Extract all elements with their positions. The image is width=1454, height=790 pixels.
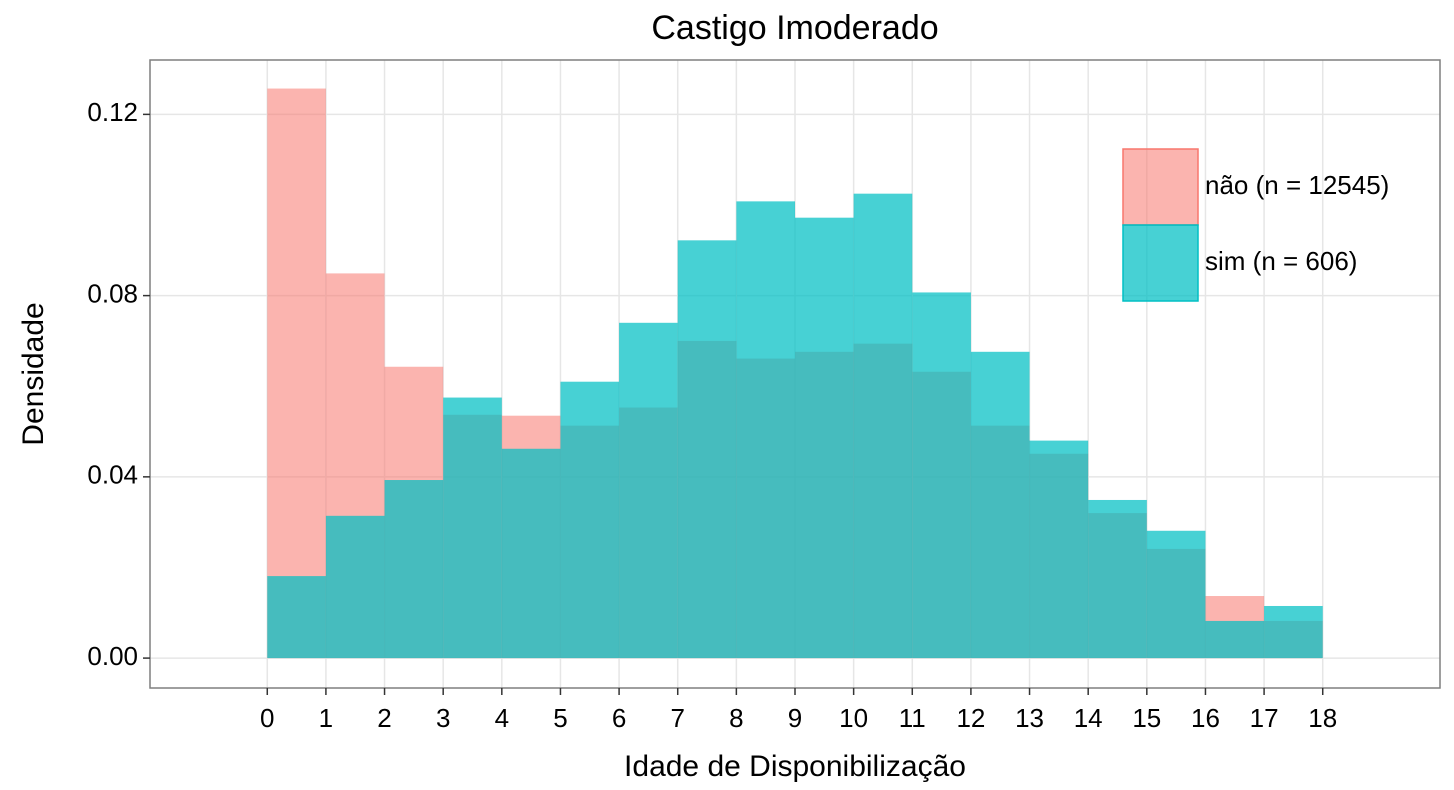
legend-key (1122, 148, 1199, 226)
x-tick-label: 3 (436, 703, 450, 733)
bar (619, 322, 678, 659)
bar (912, 292, 971, 659)
x-tick-label: 13 (1015, 703, 1044, 733)
bar (325, 515, 385, 659)
bar (1088, 499, 1147, 659)
legend-label: não (n = 12545) (1205, 170, 1389, 200)
x-tick-label: 12 (956, 703, 985, 733)
y-tick-label: 0.08 (87, 278, 138, 308)
x-tick-label: 7 (670, 703, 684, 733)
y-tick-label: 0.12 (87, 97, 138, 127)
bar (1205, 620, 1265, 659)
x-tick-label: 1 (319, 703, 333, 733)
bar (560, 381, 620, 659)
x-tick-label: 0 (260, 703, 274, 733)
x-tick-label: 5 (553, 703, 567, 733)
bar (736, 201, 795, 659)
bar (267, 88, 326, 659)
x-tick-label: 16 (1191, 703, 1220, 733)
y-axis-label: Densidade (17, 302, 50, 445)
x-tick-label: 2 (377, 703, 391, 733)
bar (1264, 605, 1323, 659)
x-tick-label: 9 (788, 703, 802, 733)
x-axis-label: Idade de Disponibilização (624, 750, 966, 783)
x-tick-label: 10 (839, 703, 868, 733)
chart-title: Castigo Imoderado (651, 9, 938, 47)
bar (853, 193, 913, 659)
bar (267, 576, 326, 659)
x-tick-label: 15 (1132, 703, 1161, 733)
bar (677, 240, 737, 659)
bar (443, 397, 502, 659)
x-tick-label: 17 (1250, 703, 1279, 733)
x-tick-label: 11 (899, 703, 926, 733)
legend-label: sim (n = 606) (1205, 246, 1357, 276)
y-tick-label: 0.04 (87, 460, 138, 490)
bar (384, 480, 444, 659)
x-tick-label: 4 (495, 703, 509, 733)
bar (1146, 530, 1206, 659)
bar (501, 448, 561, 659)
x-tick-label: 14 (1074, 703, 1103, 733)
x-tick-label: 8 (729, 703, 743, 733)
bar (970, 351, 1030, 659)
y-tick-label: 0.00 (87, 641, 138, 671)
bar (1029, 440, 1089, 659)
x-tick-label: 18 (1308, 703, 1337, 733)
x-tick-label: 6 (612, 703, 626, 733)
legend-key (1122, 224, 1199, 302)
bar (795, 217, 854, 659)
